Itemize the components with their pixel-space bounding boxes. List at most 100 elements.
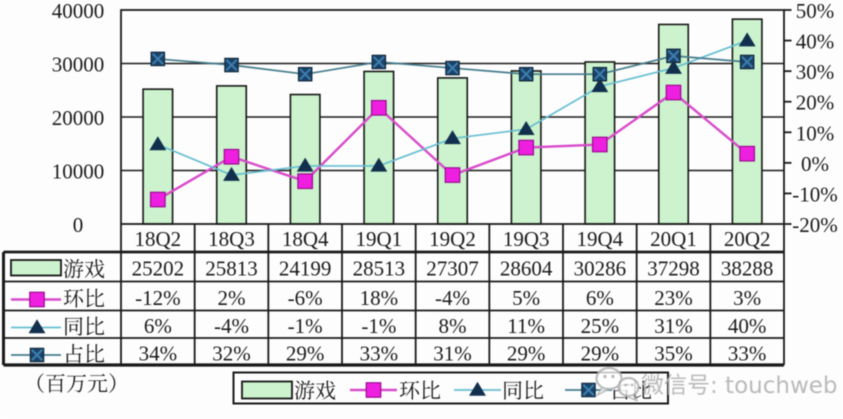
table-cell: 6% xyxy=(586,286,614,310)
table-cell: 24199 xyxy=(279,257,332,281)
wechat-icon xyxy=(595,366,640,402)
table-row-label: 占比 xyxy=(63,339,105,369)
right-axis-label: 10% xyxy=(796,121,835,145)
table-cell: 28604 xyxy=(500,257,553,281)
marker-share xyxy=(592,66,608,82)
watermark-text: 微信号: touchweb xyxy=(641,366,838,400)
right-axis-label: 30% xyxy=(796,60,835,84)
bar-series-games xyxy=(363,70,395,225)
table-cell: 27307 xyxy=(426,257,479,281)
table-cell: 29% xyxy=(286,342,325,366)
marker-qoq xyxy=(518,139,535,156)
table-cell: -4% xyxy=(435,286,470,310)
table-row-label: 同比 xyxy=(63,311,105,341)
marker-yoy xyxy=(28,319,46,334)
marker-qoq xyxy=(739,145,756,162)
marker-yoy xyxy=(517,120,535,135)
table-cell: 28513 xyxy=(353,257,406,281)
table-cell: -6% xyxy=(288,286,323,310)
marker-share xyxy=(371,54,387,70)
table-cell: 29% xyxy=(507,342,546,366)
table-cell: 3% xyxy=(733,286,761,310)
legend-label-qoq: 环比 xyxy=(399,375,441,405)
marker-share xyxy=(518,66,534,82)
table-cell: 31% xyxy=(654,314,693,338)
right-axis-label: 20% xyxy=(796,91,835,115)
table-cell: 33% xyxy=(360,342,399,366)
right-axis-label: -10% xyxy=(792,182,838,206)
marker-share xyxy=(445,60,460,76)
table-cell: -1% xyxy=(361,314,396,338)
marker-yoy xyxy=(591,78,609,93)
table-cell: 34% xyxy=(139,342,178,366)
right-axis-label: 50% xyxy=(796,0,835,23)
table-cell: 31% xyxy=(433,342,472,366)
marker-share xyxy=(150,51,166,67)
table-row-share: 占比 34% 32% 29% 33% 31% 29% 29% 35% 33% xyxy=(11,339,766,369)
marker-share xyxy=(666,48,681,64)
marker-qoq xyxy=(149,191,166,208)
table-cell: 11% xyxy=(507,314,545,338)
table-row-label: 环比 xyxy=(63,283,105,313)
table-header-cell: 18Q4 xyxy=(282,227,329,251)
legend-label-games: 游戏 xyxy=(294,375,336,405)
table-header-cell: 20Q1 xyxy=(650,227,697,251)
legend-swatch-games xyxy=(241,380,293,400)
marker-share xyxy=(297,66,313,82)
legend-label-yoy: 同比 xyxy=(502,375,544,405)
legend-item-games: 游戏 xyxy=(241,375,336,405)
table-header-cell: 18Q3 xyxy=(208,227,255,251)
table-cell: 32% xyxy=(212,342,251,366)
left-axis-label: 40000 xyxy=(52,0,105,23)
left-axis-label: 20000 xyxy=(52,106,105,130)
table-cell: 30286 xyxy=(574,257,627,281)
table-cell: 29% xyxy=(581,342,620,366)
marker-yoy xyxy=(223,166,240,181)
left-axis-label: 10000 xyxy=(52,160,105,184)
table-header-cell: 19Q3 xyxy=(503,227,550,251)
right-axis-label: 40% xyxy=(796,30,835,54)
marker-share xyxy=(224,57,239,73)
table-cell: -1% xyxy=(288,314,323,338)
marker-yoy xyxy=(469,381,486,396)
table-header-cell: 18Q2 xyxy=(134,227,181,251)
table-header-cell: 19Q4 xyxy=(576,227,623,251)
table-cell: 6% xyxy=(144,314,172,338)
table-row-yoy: 同比 6% -4% -1% -1% 8% 11% 25% 31% 40% xyxy=(11,311,766,341)
data-table: 18Q2 18Q3 18Q4 19Q1 19Q2 19Q3 19Q4 20Q1 20Q2 游戏 25… xyxy=(2,224,785,369)
table-cell: 8% xyxy=(439,314,467,338)
bar-series-games xyxy=(436,77,469,225)
marker-qoq xyxy=(591,136,608,153)
table-cell: 33% xyxy=(728,342,767,366)
table-header-cell: 19Q2 xyxy=(429,227,476,251)
marker-yoy xyxy=(444,130,461,145)
marker-yoy xyxy=(738,32,756,47)
right-axis-label: 0% xyxy=(801,152,829,176)
table-cell: 37298 xyxy=(647,257,700,281)
table-cell: 5% xyxy=(512,286,540,310)
table-cell: -4% xyxy=(214,314,249,338)
marker-qoq xyxy=(444,167,461,183)
marker-qoq xyxy=(223,148,240,165)
left-axis-label: 0 xyxy=(73,213,84,237)
marker-yoy xyxy=(149,136,167,151)
table-cell: 25202 xyxy=(132,257,185,281)
bar-series-games xyxy=(731,18,763,225)
table-cell: 38288 xyxy=(721,257,774,281)
marker-share xyxy=(581,382,596,398)
marker-qoq xyxy=(297,173,314,190)
marker-yoy xyxy=(370,157,388,172)
table-row-label: 游戏 xyxy=(63,254,105,284)
marker-qoq xyxy=(370,99,387,116)
table-row-games: 游戏 25202 25813 24199 28513 27307 28604 30286 372… xyxy=(10,254,774,284)
table-cell: -12% xyxy=(135,286,181,310)
table-header-cell: 19Q1 xyxy=(355,227,402,251)
table-cell: 40% xyxy=(728,314,767,338)
left-axis-label: 30000 xyxy=(52,53,105,77)
unit-note: （百万元） xyxy=(24,368,129,398)
table-cell: 23% xyxy=(654,286,693,310)
plot-border xyxy=(120,9,785,225)
table-cell: 35% xyxy=(654,342,693,366)
marker-yoy xyxy=(296,157,314,172)
